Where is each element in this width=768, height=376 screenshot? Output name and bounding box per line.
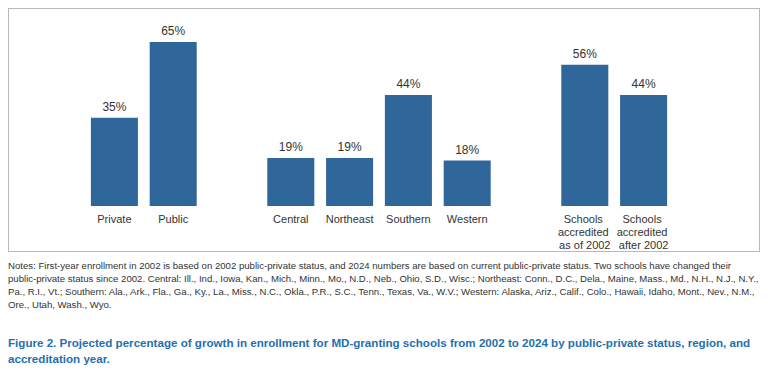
svg-text:Private: Private <box>97 213 131 225</box>
svg-text:56%: 56% <box>573 47 597 61</box>
svg-text:19%: 19% <box>338 140 362 154</box>
svg-text:35%: 35% <box>102 100 126 114</box>
svg-text:as of 2002: as of 2002 <box>559 239 610 251</box>
html-text:Notes: First-year enrollment i: Notes: First-year enrollment in 2002 is … <box>8 260 759 310</box>
svg-text:44%: 44% <box>396 77 420 91</box>
svg-text:accredited: accredited <box>558 226 612 238</box>
svg-text:accredited: accredited <box>617 226 671 238</box>
svg-text:Schools: Schools <box>622 213 664 225</box>
svg-text:after 2002: after 2002 <box>619 239 669 251</box>
svg-text:Northeast: Northeast <box>326 213 374 225</box>
svg-text:Public: Public <box>158 213 188 225</box>
svg-text:Central: Central <box>273 213 308 225</box>
svg-text:Western: Western <box>447 213 488 225</box>
html-text:Figure 2. Projected percentage: Figure 2. Projected percentage of growth… <box>8 336 751 365</box>
svg-text:Southern: Southern <box>386 213 431 225</box>
svg-text:18%: 18% <box>455 143 479 157</box>
svg-text:Schools: Schools <box>564 213 606 225</box>
svg-text:19%: 19% <box>279 140 303 154</box>
svg-text:44%: 44% <box>632 77 656 91</box>
svg-text:65%: 65% <box>161 24 185 38</box>
